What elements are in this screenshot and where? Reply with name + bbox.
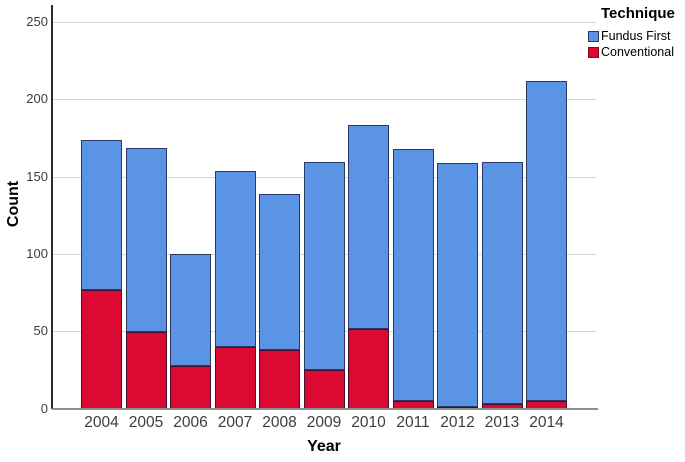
gridline — [52, 22, 596, 24]
legend-swatch-fundus-first — [588, 30, 599, 42]
y-axis-title: Count — [5, 180, 22, 228]
bar-group — [348, 124, 389, 409]
legend-items: Fundus First Conventional — [588, 29, 684, 59]
bar-segment-fundus-first — [81, 140, 122, 290]
bar-group — [259, 194, 300, 409]
bar-segment-fundus-first — [170, 254, 211, 366]
bar-segment-conventional — [214, 347, 256, 409]
legend-item: Fundus First — [588, 29, 684, 43]
x-tick-label: 2005 — [128, 414, 164, 431]
plot-area — [52, 0, 596, 409]
x-tick-label: 2008 — [262, 414, 297, 431]
legend-swatch-conventional — [588, 46, 599, 58]
gridline — [52, 99, 596, 101]
legend-item: Conventional — [588, 45, 684, 59]
bar-segment-conventional — [170, 365, 211, 409]
bar-segment-conventional — [348, 328, 389, 409]
x-tick-labels: 2004 2005 2006 2007 2008 2009 2010 2011 2012 2013… — [52, 414, 596, 434]
x-tick-label: 2014 — [529, 414, 564, 431]
bar-group — [392, 149, 434, 409]
bars-container — [52, 0, 596, 409]
legend-item-label: Conventional — [601, 45, 674, 59]
bar-group — [437, 162, 478, 409]
x-tick-label: 2007 — [217, 414, 253, 431]
y-tick-label: 100 — [26, 245, 48, 261]
bar-segment-conventional — [81, 290, 122, 409]
bar-segment-fundus-first — [481, 161, 523, 405]
bar-segment-fundus-first — [392, 149, 434, 402]
y-axis-line — [51, 5, 53, 409]
bar-segment-conventional — [303, 370, 345, 409]
x-tick-label: 2012 — [440, 414, 475, 431]
legend-item-label: Fundus First — [601, 29, 671, 43]
x-axis-line — [52, 408, 598, 410]
x-tick-label: 2011 — [396, 414, 430, 431]
bar-group — [481, 161, 523, 409]
bar-group — [303, 161, 345, 409]
x-tick-label: 2004 — [84, 414, 119, 431]
x-tick-label: 2006 — [173, 414, 208, 431]
x-tick-label: 2010 — [351, 414, 386, 431]
bar-segment-fundus-first — [348, 124, 389, 329]
bar-segment-fundus-first — [259, 194, 300, 351]
bar-segment-fundus-first — [437, 162, 478, 407]
x-tick-label: 2013 — [484, 414, 520, 431]
bar-segment-conventional — [259, 350, 300, 409]
bar-segment-fundus-first — [526, 81, 567, 402]
y-tick-label: 150 — [26, 168, 48, 184]
x-axis-title: Year — [307, 438, 341, 455]
bar-group — [526, 81, 567, 409]
legend-title: Technique — [601, 5, 675, 22]
bar-group — [170, 254, 211, 409]
x-tick-label: 2009 — [306, 414, 342, 431]
y-tick-label: 250 — [26, 14, 48, 30]
y-tick-label: 200 — [26, 91, 48, 107]
y-tick-label: 0 — [40, 400, 48, 416]
y-tick-label: 50 — [33, 323, 48, 339]
bar-segment-conventional — [125, 331, 167, 409]
bar-group — [125, 147, 167, 409]
bar-segment-fundus-first — [303, 161, 345, 371]
bar-group — [214, 171, 256, 409]
legend: Technique Fundus First Conventional — [588, 4, 684, 61]
bar-segment-fundus-first — [125, 147, 167, 332]
bar-group — [81, 140, 122, 409]
bar-segment-fundus-first — [214, 171, 256, 348]
